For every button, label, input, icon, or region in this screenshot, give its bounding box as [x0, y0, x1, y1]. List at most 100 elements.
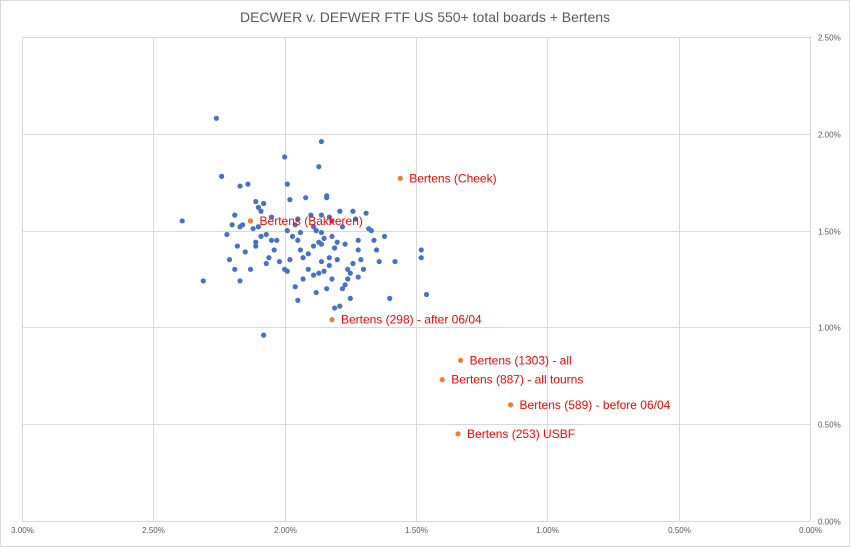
player-point [295, 216, 301, 222]
x-axis-ticks: 3.00% 2.50% 2.00% 1.50% 1.00% 0.50% 0.00% [11, 526, 822, 535]
player-point [247, 266, 254, 272]
player-point [321, 235, 327, 241]
player-point [250, 226, 256, 232]
bertens-point [247, 218, 254, 224]
player-point [268, 237, 275, 243]
player-point [305, 251, 311, 257]
player-point [310, 243, 317, 249]
player-point [324, 286, 330, 292]
player-point [316, 239, 322, 245]
player-point [266, 255, 272, 261]
player-point [305, 266, 311, 272]
player-point [334, 257, 340, 263]
player-point [347, 270, 353, 276]
player-point [287, 197, 293, 203]
player-point [345, 266, 351, 272]
player-point [289, 233, 296, 240]
player-point [255, 224, 261, 230]
player-point [237, 183, 243, 189]
player-point [242, 249, 248, 255]
x-tick-label: 3.00% [11, 526, 34, 535]
player-point [331, 245, 338, 251]
player-point [295, 297, 301, 303]
player-point [255, 204, 261, 210]
player-point [358, 257, 364, 263]
player-point [274, 237, 280, 243]
player-point [300, 255, 306, 261]
player-point [329, 276, 335, 282]
player-point [355, 237, 361, 243]
player-point [376, 258, 382, 265]
player-point [261, 332, 267, 338]
player-point [234, 243, 240, 249]
bertens-label: Bertens (253) USBF [467, 427, 575, 441]
player-point [310, 272, 317, 278]
player-point [245, 181, 251, 187]
player-point [300, 276, 306, 282]
player-point [258, 233, 264, 240]
gridlines [22, 37, 811, 522]
x-tick-label: 0.50% [668, 526, 691, 535]
player-point [313, 228, 319, 234]
x-tick-label: 1.50% [405, 526, 428, 535]
player-point [253, 239, 259, 245]
player-point [350, 260, 356, 267]
bertens-point [439, 377, 445, 383]
player-point [292, 284, 298, 290]
player-point [240, 222, 246, 228]
data-points [179, 115, 514, 437]
player-point [368, 228, 374, 234]
data-labels: Bertens (Cheek) Bertens (Bakkeren) Bertens… [260, 171, 671, 441]
player-point [360, 266, 367, 272]
player-point [337, 208, 343, 214]
player-point [297, 247, 304, 253]
player-point [237, 278, 243, 284]
player-point [263, 231, 269, 238]
player-point [295, 237, 301, 243]
player-point [263, 260, 269, 267]
bertens-point [397, 175, 403, 181]
player-point [213, 115, 219, 121]
player-point [329, 233, 335, 240]
player-point [232, 266, 238, 272]
player-point [276, 258, 283, 265]
player-point [308, 212, 314, 218]
player-point [179, 218, 185, 224]
player-point [310, 224, 317, 230]
player-point [337, 303, 343, 309]
bertens-label: Bertens (887) - all tourns [451, 373, 583, 387]
player-point [258, 208, 264, 214]
player-point [271, 247, 277, 253]
y-tick-label: 1.50% [818, 228, 841, 237]
player-point [226, 257, 233, 263]
player-point [318, 212, 325, 218]
player-point [326, 262, 332, 269]
player-point [326, 255, 332, 261]
player-point [381, 233, 388, 240]
player-point [342, 241, 348, 247]
player-point [352, 216, 359, 222]
x-tick-label: 0.00% [799, 526, 822, 535]
player-point [387, 295, 393, 301]
player-point [316, 164, 322, 170]
player-point [268, 214, 275, 220]
player-point [423, 291, 430, 298]
player-point [200, 278, 206, 284]
player-point [261, 200, 267, 207]
player-point [329, 218, 335, 224]
player-point [287, 257, 293, 263]
player-point [224, 231, 230, 238]
player-point [418, 255, 424, 261]
player-point [321, 268, 327, 274]
player-point [334, 239, 340, 245]
bertens-point [507, 402, 514, 408]
player-point [339, 224, 346, 230]
player-point [326, 214, 332, 220]
y-axis-ticks: 0.00% 0.50% 1.00% 1.50% 2.00% 2.50% [818, 34, 841, 527]
player-point [347, 295, 353, 301]
player-point [318, 138, 325, 145]
player-point [219, 173, 225, 179]
player-point [284, 268, 290, 274]
